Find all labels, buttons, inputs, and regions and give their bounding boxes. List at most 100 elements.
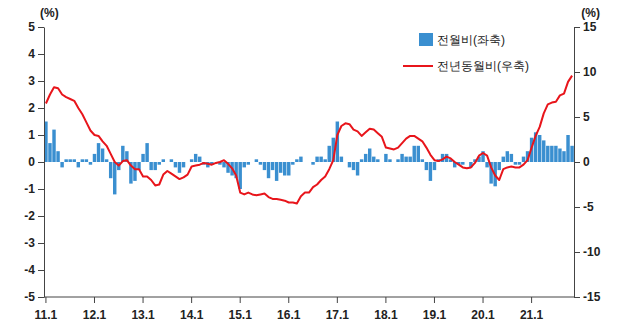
bar: [141, 154, 144, 162]
tick-mark: [94, 297, 95, 303]
tick-mark: [45, 297, 46, 303]
y2-axis: -15-10-5051015: [574, 20, 601, 304]
tick-label: 20.1: [471, 308, 495, 322]
bar: [307, 162, 310, 163]
tick-label: 19.1: [423, 308, 447, 322]
axis-line: [44, 297, 574, 298]
tick-mark: [385, 297, 386, 303]
tick-label: 5: [28, 20, 35, 34]
tick-label: -1: [24, 182, 35, 196]
tick-label: -3: [24, 236, 35, 250]
tick-mark: [191, 297, 192, 303]
tick-mark: [38, 54, 44, 55]
bar: [348, 162, 351, 167]
bar: [60, 162, 63, 167]
bar: [251, 162, 254, 163]
axis-line: [44, 28, 45, 298]
bar: [344, 162, 347, 163]
tick-mark: [38, 216, 44, 217]
tick-mark: [574, 297, 580, 298]
tick-mark: [288, 297, 289, 303]
tick-label: 17.1: [326, 308, 350, 322]
bar: [319, 157, 322, 162]
tick-label: -10: [583, 245, 601, 259]
tick-mark: [38, 135, 44, 136]
bar: [522, 157, 525, 162]
tick-label: 2: [28, 101, 35, 115]
bar: [514, 162, 517, 165]
bar: [558, 149, 561, 163]
bar: [311, 162, 314, 165]
tick: 18.1: [374, 297, 398, 322]
tick-label: -5: [583, 200, 594, 214]
bar: [360, 159, 363, 162]
bar: [182, 162, 185, 167]
bar: [315, 157, 318, 162]
tick-label: 15: [583, 20, 597, 34]
tick: -10: [574, 245, 601, 259]
tick-label: 12.1: [83, 308, 107, 322]
bar: [506, 151, 509, 162]
bar: [356, 162, 359, 176]
bar: [271, 162, 274, 170]
tick: -1: [24, 182, 44, 196]
x-axis: 11.112.113.114.115.116.117.118.119.120.1…: [35, 297, 574, 322]
bar: [550, 146, 553, 162]
bar: [77, 162, 80, 167]
bar: [429, 162, 432, 181]
bar: [283, 162, 286, 176]
tick: 10: [574, 65, 597, 79]
bar: [153, 162, 156, 170]
bar: [133, 162, 136, 181]
bar: [275, 162, 278, 181]
bar: [554, 146, 557, 162]
tick: -4: [24, 263, 44, 277]
plot-marks: [44, 76, 574, 204]
tick: 5: [28, 20, 44, 34]
tick-label: -5: [24, 290, 35, 304]
tick-mark: [574, 72, 580, 73]
bar: [81, 159, 84, 162]
tick: 12.1: [83, 297, 107, 322]
tick-mark: [574, 27, 580, 28]
tick: 5: [574, 110, 590, 124]
bar: [425, 162, 428, 170]
bar: [542, 140, 545, 162]
bar: [376, 159, 379, 162]
tick-mark: [337, 297, 338, 303]
bar: [421, 159, 424, 162]
bar: [417, 146, 420, 162]
tick: 15: [574, 20, 597, 34]
tick: -5: [24, 290, 44, 304]
legend: 전월비(좌축)전년동월비(우축): [403, 33, 529, 73]
tick: 20.1: [471, 297, 495, 322]
line: [46, 76, 572, 204]
bar: [56, 151, 59, 162]
legend-swatch: [403, 65, 433, 67]
tick-label: 14.1: [180, 308, 204, 322]
bar: [433, 162, 436, 170]
bar: [89, 162, 92, 165]
bar: [259, 162, 262, 165]
bar: [149, 162, 152, 170]
tick-label: 21.1: [520, 308, 544, 322]
tick: 21.1: [520, 297, 544, 322]
bar: [170, 159, 173, 162]
tick: 3: [28, 74, 44, 88]
tick-label: 0: [28, 155, 35, 169]
tick: 19.1: [423, 297, 447, 322]
bar: [68, 159, 71, 162]
bar: [166, 162, 169, 163]
bar: [303, 162, 306, 163]
tick-label: 0: [583, 155, 590, 169]
tick-mark: [38, 162, 44, 163]
bar: [73, 159, 76, 162]
bar: [263, 162, 266, 170]
tick-mark: [240, 297, 241, 303]
tick-label: 4: [28, 47, 35, 61]
axis-title: (%): [581, 6, 600, 20]
tick-label: 3: [28, 74, 35, 88]
bar: [121, 146, 124, 162]
tick-mark: [38, 270, 44, 271]
bar: [352, 162, 355, 170]
